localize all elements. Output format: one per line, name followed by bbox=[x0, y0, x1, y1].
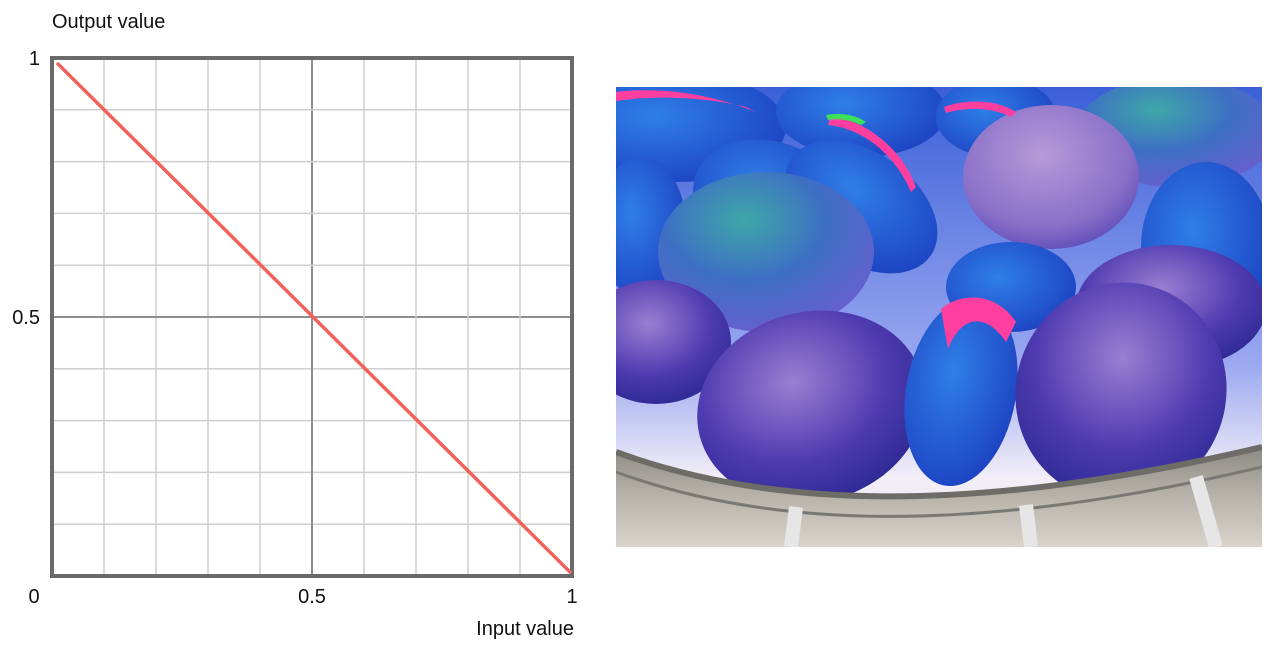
tone-curve-chart: Output value 0 0.5 1 0.5 1 Input value bbox=[12, 11, 577, 640]
x-tick-label: 0 bbox=[28, 586, 39, 608]
x-tick-label: 0.5 bbox=[298, 586, 326, 608]
y-tick-label: 0.5 bbox=[12, 307, 40, 329]
plot-frame bbox=[50, 56, 574, 578]
inverted-mango-photo bbox=[616, 87, 1262, 547]
x-axis-label: Input value bbox=[476, 618, 574, 640]
y-axis-label: Output value bbox=[52, 11, 165, 33]
tick-labels: 0 0.5 1 0.5 1 bbox=[12, 48, 577, 608]
y-tick-label: 1 bbox=[29, 48, 40, 70]
curve-line bbox=[56, 62, 572, 574]
x-tick-label: 1 bbox=[566, 586, 577, 608]
